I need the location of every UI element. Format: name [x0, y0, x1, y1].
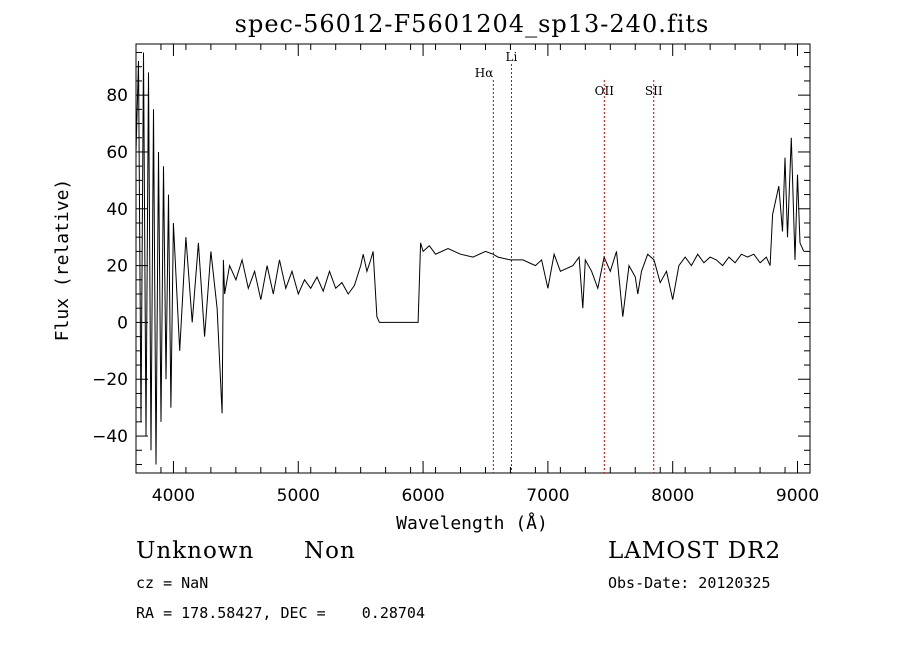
- x-tick-label: 5000: [277, 486, 320, 506]
- line-markers: Hα Li OII SII: [475, 50, 663, 473]
- y-tick-label: 40: [106, 200, 128, 220]
- line-marker-label: SII: [645, 84, 663, 98]
- y-tick-label: 60: [106, 143, 128, 163]
- y-tick-label: −40: [92, 427, 128, 447]
- object-subclass: Non: [304, 538, 356, 564]
- redshift-cz: cz = NaN: [136, 574, 209, 592]
- x-tick-label: 8000: [651, 486, 694, 506]
- survey-name: LAMOST DR2: [608, 538, 782, 564]
- y-axis-tick-labels: −40 −20 0 20 40 60 80: [92, 86, 128, 447]
- line-marker-label: Li: [506, 50, 518, 64]
- y-tick-label: −20: [92, 370, 128, 390]
- line-marker-label: Hα: [475, 66, 494, 80]
- x-tick-label: 7000: [526, 486, 569, 506]
- x-tick-label: 9000: [776, 486, 819, 506]
- x-axis-ticks: [135, 44, 811, 473]
- y-tick-label: 80: [106, 86, 128, 106]
- x-axis-label: Wavelength (Å): [396, 512, 548, 534]
- coordinates: RA = 178.58427, DEC = 0.28704: [136, 604, 425, 622]
- object-class: Unknown: [136, 538, 255, 564]
- chart-title: spec-56012-F5601204_sp13-240.fits: [235, 10, 710, 38]
- y-tick-label: 0: [117, 313, 128, 333]
- x-tick-label: 4000: [152, 486, 195, 506]
- observation-date: Obs-Date: 20120325: [608, 574, 771, 592]
- y-tick-label: 20: [106, 257, 128, 277]
- x-axis-tick-labels: 4000 5000 6000 7000 8000 9000: [152, 486, 819, 506]
- y-axis-label: Flux (relative): [52, 179, 73, 342]
- plot-frame: [135, 43, 811, 474]
- spectrum-line: [136, 52, 805, 465]
- x-tick-label: 6000: [401, 486, 444, 506]
- line-marker-label: OII: [595, 84, 615, 98]
